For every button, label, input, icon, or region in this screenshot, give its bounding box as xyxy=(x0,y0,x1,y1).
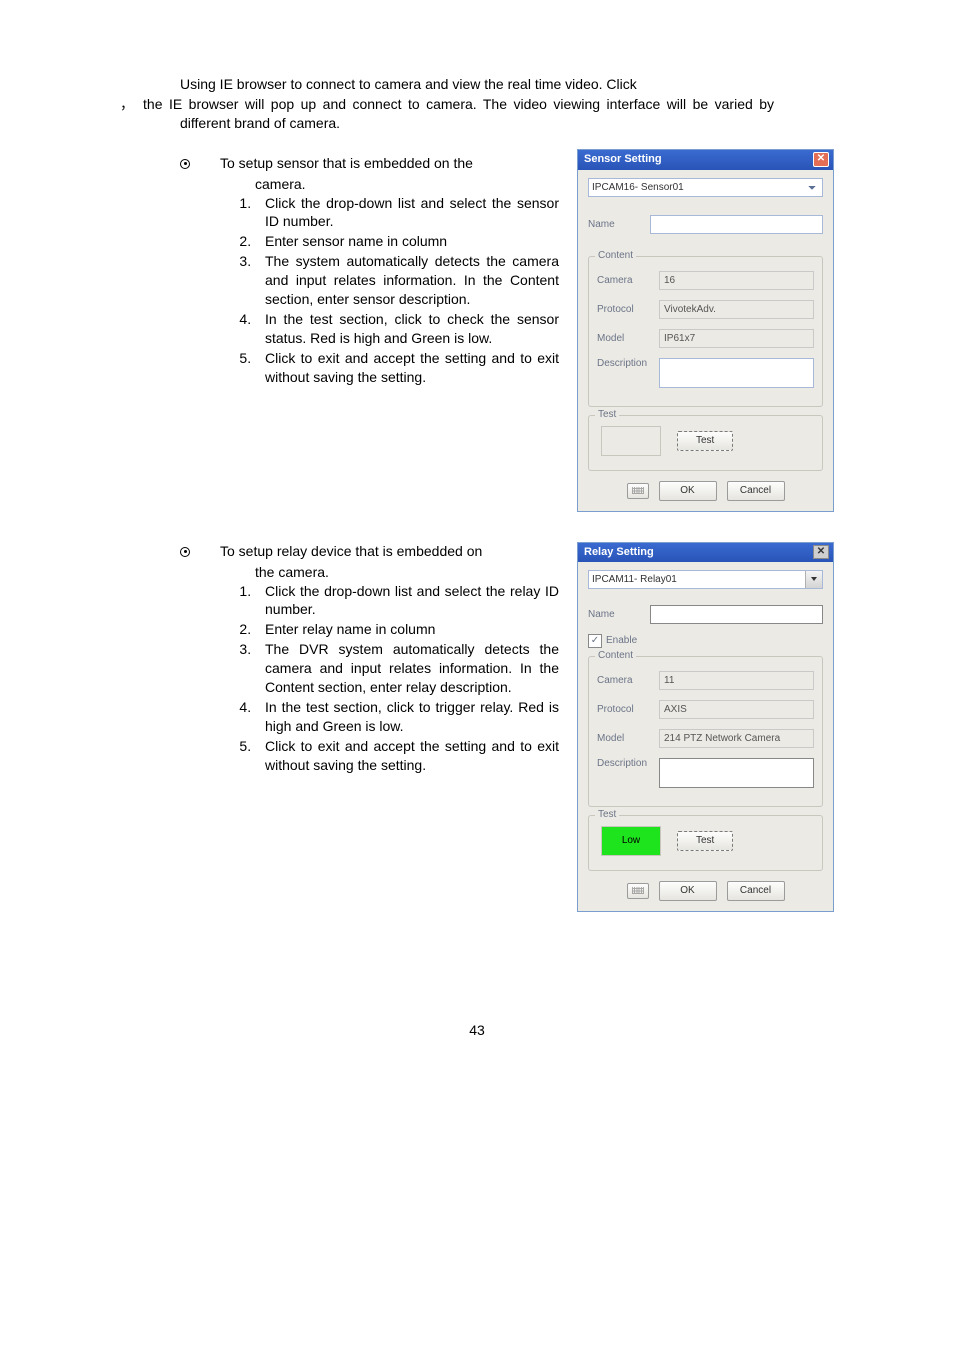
sensor-status-box xyxy=(601,426,661,456)
sensor-step-2: Enter sensor name in column xyxy=(255,232,559,251)
sensor-lead-2: camera. xyxy=(255,175,559,194)
relay-step-4: In the test section, click to trigger re… xyxy=(255,698,559,736)
relay-model-field xyxy=(659,729,814,748)
sensor-step-4: In the test section, click to check the … xyxy=(255,310,559,348)
bullet-relay xyxy=(180,542,220,558)
relay-setting-dialog: Relay Setting ✕ Name ✓ Enable Content Ca… xyxy=(577,542,834,912)
sensor-name-label: Name xyxy=(588,219,650,230)
relay-camera-label: Camera xyxy=(597,675,659,686)
relay-name-label: Name xyxy=(588,609,650,620)
intro-paragraph: Using IE browser to connect to camera an… xyxy=(180,75,774,134)
relay-step-3: The DVR system automatically detects the… xyxy=(255,640,559,697)
sensor-protocol-label: Protocol xyxy=(597,304,659,315)
sensor-desc-input[interactable] xyxy=(659,358,814,388)
sensor-model-label: Model xyxy=(597,333,659,344)
relay-lead-2: the camera. xyxy=(255,563,559,582)
intro-line-2: the IE browser will pop up and connect t… xyxy=(143,96,774,132)
bullet-sensor xyxy=(180,154,220,170)
relay-step-5: Click to exit and accept the setting and… xyxy=(255,737,559,775)
relay-desc-input[interactable] xyxy=(659,758,814,788)
sensor-step-3: The system automatically detects the cam… xyxy=(255,252,559,309)
intro-line-1: Using IE browser to connect to camera an… xyxy=(180,76,637,92)
relay-name-input[interactable] xyxy=(650,605,823,624)
relay-desc-label: Description xyxy=(597,758,659,769)
sensor-steps: Click the drop-down list and select the … xyxy=(215,194,559,387)
close-icon[interactable]: ✕ xyxy=(813,545,829,559)
sensor-content-fieldset: Content Camera Protocol Model Descriptio… xyxy=(588,256,823,407)
sensor-cancel-button[interactable]: Cancel xyxy=(727,481,785,501)
sensor-id-dropdown[interactable]: IPCAM16- Sensor01 xyxy=(588,178,823,197)
intro-sep: ， xyxy=(120,96,137,112)
sensor-test-fieldset: Test Test xyxy=(588,415,823,471)
sensor-lead: To setup sensor that is embedded on the xyxy=(220,154,559,173)
enable-label: Enable xyxy=(606,635,637,646)
sensor-model-field xyxy=(659,329,814,348)
chevron-down-icon[interactable] xyxy=(805,571,822,588)
relay-model-label: Model xyxy=(597,733,659,744)
relay-lead: To setup relay device that is embedded o… xyxy=(220,542,559,561)
relay-steps: Click the drop-down list and select the … xyxy=(215,582,559,775)
close-icon[interactable]: ✕ xyxy=(813,152,829,167)
sensor-ok-button[interactable]: OK xyxy=(659,481,717,501)
relay-test-legend: Test xyxy=(595,809,619,820)
relay-id-dropdown[interactable] xyxy=(588,570,823,589)
relay-test-fieldset: Test Low Test xyxy=(588,815,823,871)
relay-ok-button[interactable]: OK xyxy=(659,881,717,901)
sensor-step-1: Click the drop-down list and select the … xyxy=(255,194,559,232)
sensor-desc-label: Description xyxy=(597,358,659,369)
page-number: 43 xyxy=(60,1022,894,1038)
relay-content-legend: Content xyxy=(595,650,636,661)
enable-checkbox[interactable]: ✓ xyxy=(588,634,602,648)
sensor-setting-dialog: Sensor Setting ✕ IPCAM16- Sensor01 Name … xyxy=(577,149,834,512)
relay-cancel-button[interactable]: Cancel xyxy=(727,881,785,901)
sensor-step-5: Click to exit and accept the setting and… xyxy=(255,349,559,387)
keyboard-icon[interactable] xyxy=(627,483,649,499)
keyboard-icon[interactable] xyxy=(627,883,649,899)
sensor-titlebar: Sensor Setting ✕ xyxy=(578,150,833,170)
sensor-protocol-field xyxy=(659,300,814,319)
relay-titlebar: Relay Setting ✕ xyxy=(578,543,833,562)
relay-test-button[interactable]: Test xyxy=(677,831,733,851)
sensor-test-legend: Test xyxy=(595,409,619,420)
relay-step-2: Enter relay name in column xyxy=(255,620,559,639)
sensor-name-input[interactable] xyxy=(650,215,823,234)
relay-step-1: Click the drop-down list and select the … xyxy=(255,582,559,620)
relay-content-fieldset: Content Camera Protocol Model Descriptio… xyxy=(588,656,823,807)
relay-status-box: Low xyxy=(601,826,661,856)
sensor-title: Sensor Setting xyxy=(584,153,662,165)
sensor-camera-field xyxy=(659,271,814,290)
relay-camera-field xyxy=(659,671,814,690)
relay-title: Relay Setting xyxy=(584,546,654,558)
relay-protocol-field xyxy=(659,700,814,719)
sensor-content-legend: Content xyxy=(595,250,636,261)
sensor-test-button[interactable]: Test xyxy=(677,431,733,451)
relay-protocol-label: Protocol xyxy=(597,704,659,715)
sensor-camera-label: Camera xyxy=(597,275,659,286)
